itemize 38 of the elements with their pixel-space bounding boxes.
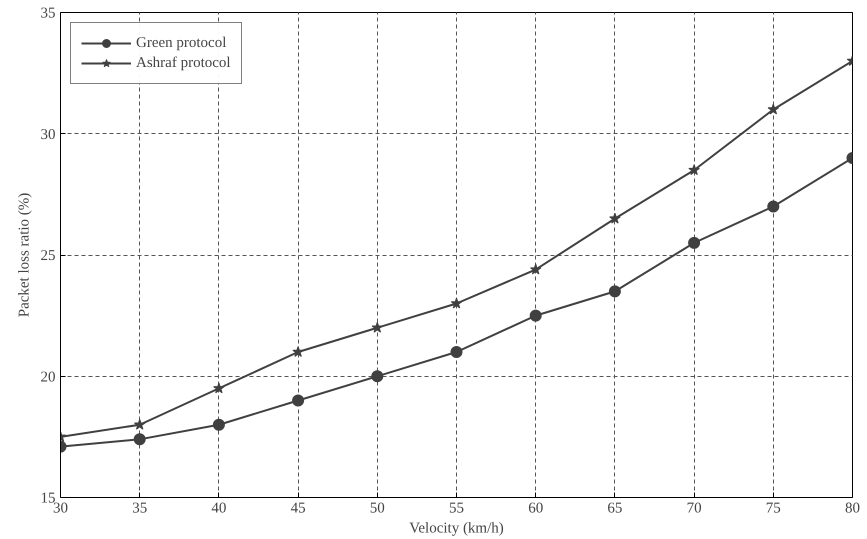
x-tick-label: 50 xyxy=(370,500,385,516)
point xyxy=(134,418,146,430)
x-tick-label: 30 xyxy=(53,500,68,516)
point xyxy=(450,346,462,358)
x-tick-label: 80 xyxy=(845,500,860,516)
point xyxy=(212,418,225,431)
y-axis-title: Packet loss ratio (%) xyxy=(16,192,32,318)
y-tick-label: 30 xyxy=(40,126,56,143)
point xyxy=(530,264,542,274)
y-tick-label: 20 xyxy=(40,369,56,386)
y-tick-label: 25 xyxy=(40,248,56,264)
point xyxy=(688,164,700,176)
legend-label: Ashraf protocol xyxy=(136,54,231,72)
x-tick-label: 55 xyxy=(449,500,464,516)
y-tick-label: 15 xyxy=(40,490,56,506)
point xyxy=(608,285,621,298)
x-axis-title: Velocity (km/h) xyxy=(409,520,504,536)
x-tick-label: 75 xyxy=(766,500,781,516)
point xyxy=(768,104,780,114)
x-tick-label: 65 xyxy=(607,500,622,516)
point xyxy=(213,382,225,394)
x-tick-label: 45 xyxy=(290,500,306,516)
x-tick-label: 70 xyxy=(686,500,702,516)
point xyxy=(292,346,304,357)
point xyxy=(450,298,462,308)
point xyxy=(371,370,384,382)
legend-label: Green protocol xyxy=(136,34,226,52)
point xyxy=(372,322,384,333)
x-tick-label: 35 xyxy=(132,500,148,516)
y-tick-label: 35 xyxy=(40,6,56,22)
point xyxy=(767,200,780,212)
point xyxy=(530,310,542,322)
x-tick-label: 60 xyxy=(528,500,544,516)
x-tick-label: 40 xyxy=(211,500,226,516)
point xyxy=(688,236,700,249)
point xyxy=(609,212,621,224)
point xyxy=(134,433,146,446)
point xyxy=(292,394,304,406)
